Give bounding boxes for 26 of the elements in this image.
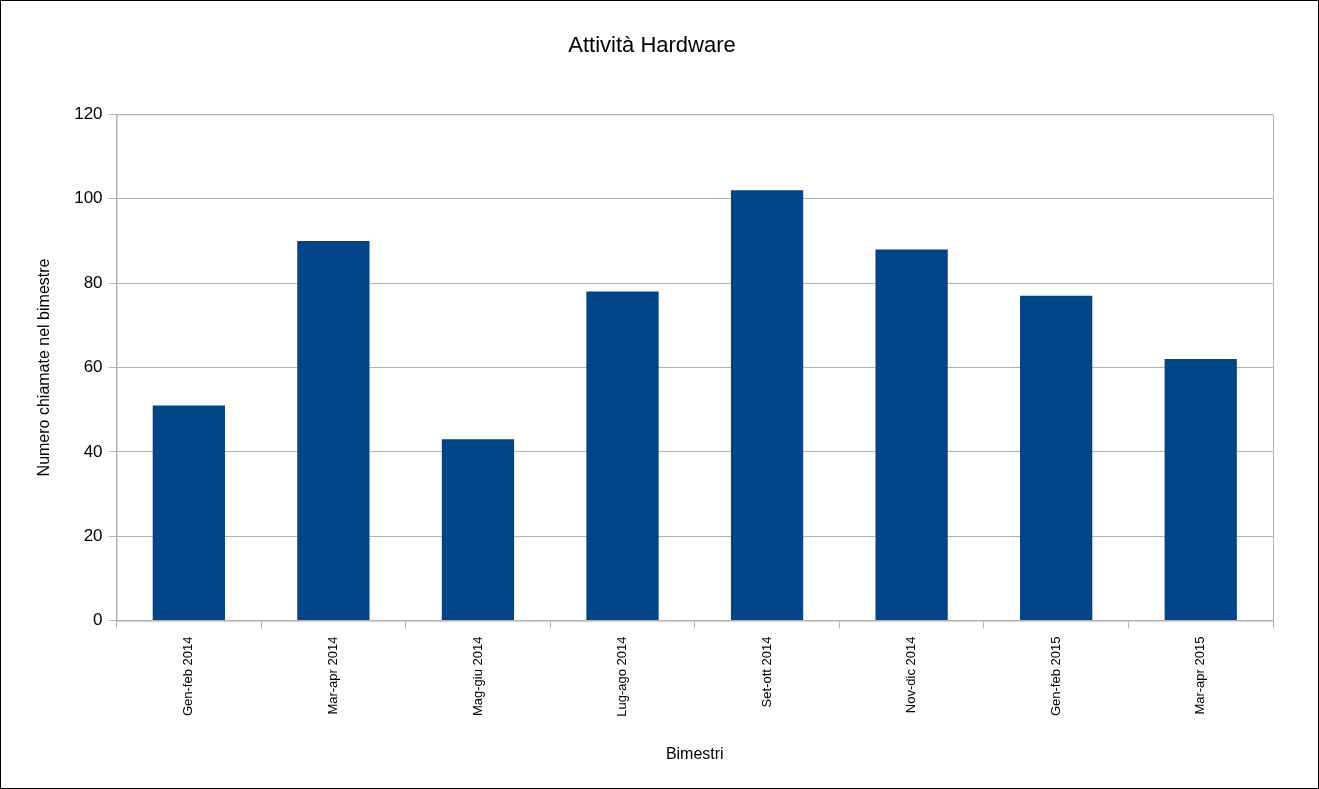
- y-tick-label: 120: [74, 104, 103, 124]
- x-tick-label: Mar-apr 2014: [324, 636, 340, 715]
- y-tick-label: 60: [83, 357, 103, 377]
- bar: [1164, 359, 1237, 621]
- y-tick-label: 0: [93, 610, 103, 630]
- y-tick-label: 40: [83, 441, 103, 461]
- bar: [875, 249, 948, 621]
- x-tick-label: Mag-giu 2014: [469, 636, 485, 717]
- chart-title: Attività Hardware: [568, 32, 736, 58]
- bar: [441, 439, 515, 621]
- bar: [1020, 295, 1093, 621]
- x-tick-label: Gen-feb 2015: [1047, 636, 1063, 717]
- x-tick-label: Nov-dic 2014: [903, 636, 919, 714]
- bar: [152, 405, 225, 621]
- x-tick-label: Gen-feb 2014: [180, 636, 196, 717]
- bar: [586, 291, 659, 621]
- y-axis-title: Numero chiamate nel bimestre: [35, 258, 53, 477]
- x-tick-label: Set-ott 2014: [758, 636, 774, 708]
- y-tick-label: 20: [83, 525, 103, 545]
- y-tick-label: 80: [83, 272, 103, 292]
- y-tick-label: 100: [74, 188, 103, 208]
- bar: [730, 190, 804, 621]
- x-tick-label: Lug-ago 2014: [614, 636, 630, 717]
- x-tick-label: Mar-apr 2015: [1192, 636, 1208, 715]
- bar: [297, 240, 370, 621]
- x-axis-title: Bimestri: [665, 744, 724, 762]
